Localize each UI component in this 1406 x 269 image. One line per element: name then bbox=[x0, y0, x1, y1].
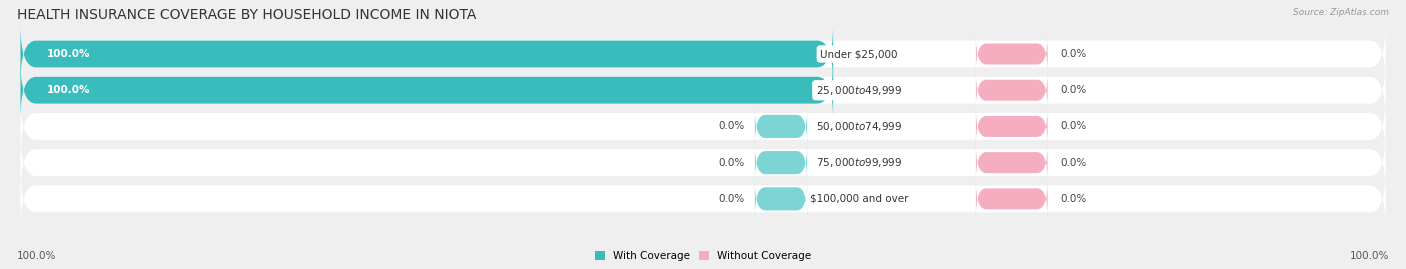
Text: 0.0%: 0.0% bbox=[718, 194, 745, 204]
Text: 0.0%: 0.0% bbox=[1060, 121, 1087, 132]
FancyBboxPatch shape bbox=[976, 180, 1047, 217]
Text: 0.0%: 0.0% bbox=[1060, 194, 1087, 204]
FancyBboxPatch shape bbox=[755, 145, 807, 180]
FancyBboxPatch shape bbox=[21, 60, 834, 120]
Text: 100.0%: 100.0% bbox=[46, 49, 90, 59]
FancyBboxPatch shape bbox=[21, 96, 1385, 157]
FancyBboxPatch shape bbox=[976, 144, 1047, 181]
FancyBboxPatch shape bbox=[21, 24, 834, 84]
Text: 0.0%: 0.0% bbox=[718, 158, 745, 168]
Text: HEALTH INSURANCE COVERAGE BY HOUSEHOLD INCOME IN NIOTA: HEALTH INSURANCE COVERAGE BY HOUSEHOLD I… bbox=[17, 8, 477, 22]
Text: $100,000 and over: $100,000 and over bbox=[810, 194, 908, 204]
Text: Under $25,000: Under $25,000 bbox=[820, 49, 898, 59]
Text: 0.0%: 0.0% bbox=[1060, 49, 1087, 59]
Text: 0.0%: 0.0% bbox=[718, 121, 745, 132]
FancyBboxPatch shape bbox=[21, 24, 1385, 84]
FancyBboxPatch shape bbox=[976, 72, 1047, 109]
Text: Source: ZipAtlas.com: Source: ZipAtlas.com bbox=[1294, 8, 1389, 17]
Text: $75,000 to $99,999: $75,000 to $99,999 bbox=[815, 156, 903, 169]
Text: $50,000 to $74,999: $50,000 to $74,999 bbox=[815, 120, 903, 133]
FancyBboxPatch shape bbox=[21, 133, 1385, 193]
FancyBboxPatch shape bbox=[976, 36, 1047, 72]
Text: 0.0%: 0.0% bbox=[1060, 158, 1087, 168]
FancyBboxPatch shape bbox=[755, 109, 807, 144]
Text: $25,000 to $49,999: $25,000 to $49,999 bbox=[815, 84, 903, 97]
FancyBboxPatch shape bbox=[21, 169, 1385, 229]
Text: 100.0%: 100.0% bbox=[46, 85, 90, 95]
Text: 0.0%: 0.0% bbox=[1060, 85, 1087, 95]
FancyBboxPatch shape bbox=[21, 60, 1385, 120]
Legend: With Coverage, Without Coverage: With Coverage, Without Coverage bbox=[595, 251, 811, 261]
Text: 100.0%: 100.0% bbox=[1350, 251, 1389, 261]
FancyBboxPatch shape bbox=[755, 182, 807, 216]
FancyBboxPatch shape bbox=[976, 108, 1047, 145]
Text: 100.0%: 100.0% bbox=[17, 251, 56, 261]
